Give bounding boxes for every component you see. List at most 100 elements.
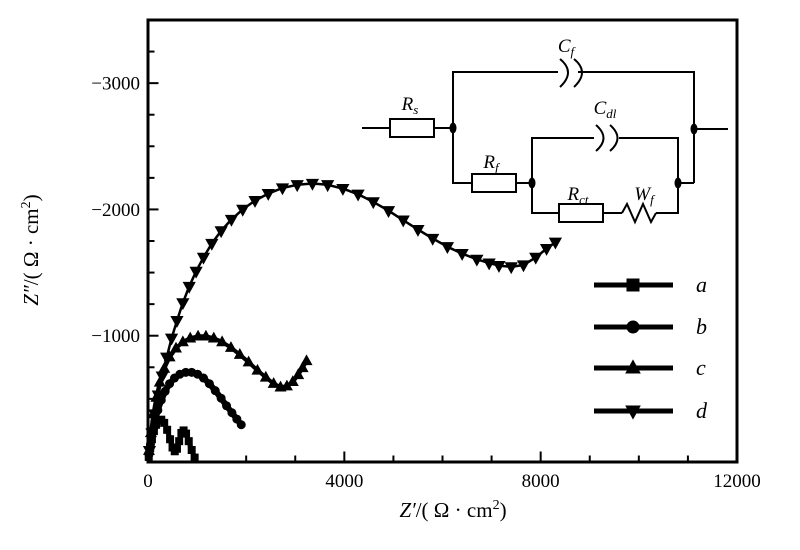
series-d-marker — [261, 189, 275, 201]
series-d-marker — [492, 261, 506, 273]
legend-label-c: c — [696, 355, 706, 380]
series-c-marker — [153, 375, 166, 387]
label-cdl-main: C — [594, 98, 607, 119]
capacitor-cdl-icon — [609, 124, 619, 152]
x-axis-label-units: /( Ω · cm — [416, 498, 493, 522]
y-tick-label: −1000 — [91, 326, 140, 347]
circuit-inner-top-wire-right — [619, 137, 679, 183]
series-d-marker — [160, 352, 174, 365]
series-c-marker — [292, 368, 305, 380]
series-d-marker — [321, 180, 335, 193]
equivalent-circuit-inset: Rs Cf Cdl Rf Rct Wf — [362, 36, 728, 225]
series-d-marker — [470, 254, 484, 267]
legend-item-b: b — [594, 314, 707, 339]
series-d-marker — [142, 446, 157, 458]
circuit-wire-node-to-rf — [452, 128, 472, 184]
legend-marker-triangle-down — [625, 405, 641, 420]
circuit-node-dot — [449, 122, 457, 134]
x-axis-label-symbol: Z′ — [399, 498, 416, 522]
series-b-marker — [227, 408, 237, 418]
series-d-marker — [440, 242, 455, 254]
series-d-marker — [351, 189, 365, 202]
label-rf-main: R — [482, 152, 495, 173]
series-d-marker — [366, 197, 380, 210]
series-c-marker — [207, 331, 220, 343]
label-wf-main: W — [634, 184, 652, 205]
series-group — [142, 178, 562, 462]
series-b-marker — [236, 420, 246, 430]
series-d-marker — [336, 183, 350, 196]
label-rf-sub: f — [495, 160, 501, 175]
series-c-marker — [233, 348, 246, 359]
legend-label-d: d — [696, 398, 708, 423]
label-rct-main: R — [567, 184, 580, 205]
label-rct: Rct — [567, 184, 589, 207]
circuit-node-dot — [690, 123, 698, 135]
capacitor-cf-icon — [559, 58, 569, 88]
series-b-marker — [222, 401, 232, 411]
series-d-marker — [189, 266, 203, 279]
resistor-rf-box — [471, 173, 517, 193]
legend-label-a: a — [696, 272, 707, 297]
series-c-marker — [296, 361, 309, 373]
axis-ticks: 0 4000 8000 12000 −1000 −2000 −3000 — [91, 50, 761, 492]
resistor-rs-box — [389, 118, 435, 138]
circuit-wire-warburg-to-node — [656, 183, 679, 214]
series-c-marker — [251, 363, 264, 375]
label-cdl-sub: dl — [606, 106, 617, 121]
label-rs-main: R — [401, 94, 414, 115]
y-axis-label-close: ) — [19, 194, 43, 201]
series-d-marker — [290, 180, 304, 193]
series-a-marker — [187, 446, 196, 455]
circuit-outer-top-wire-left — [452, 71, 558, 128]
series-d-marker — [196, 252, 211, 265]
label-cdl: Cdl — [594, 98, 617, 121]
y-axis-label: Z″/( Ω · cm2) — [19, 194, 43, 305]
legend-item-a: a — [594, 272, 707, 297]
series-d-marker — [516, 260, 531, 273]
series-a-marker — [190, 453, 199, 462]
x-tick-label: 8000 — [522, 471, 560, 492]
series-d-marker — [548, 237, 562, 250]
warburg-zigzag-icon — [621, 201, 657, 225]
series-b-marker — [198, 373, 208, 383]
series-d-marker — [455, 249, 469, 261]
series-c-marker — [192, 329, 205, 341]
legend-marker-triangle-up — [625, 359, 641, 374]
series-d-marker — [164, 333, 179, 346]
series-d-marker — [396, 215, 410, 228]
series-d-line — [148, 182, 557, 452]
series-d-marker — [529, 252, 543, 265]
label-wf-sub: f — [650, 192, 656, 207]
series-c-marker — [259, 370, 272, 382]
series-d — [142, 178, 562, 458]
series-b-marker — [210, 386, 220, 396]
series-d-marker — [381, 206, 396, 218]
series-d-marker — [426, 233, 440, 246]
capacitor-cdl-icon — [595, 124, 605, 152]
legend-marker-square — [626, 278, 640, 292]
series-a-marker — [160, 418, 169, 427]
series-d-marker — [482, 258, 496, 271]
y-axis-label-units: /( Ω · cm — [19, 208, 43, 285]
y-tick-label: −3000 — [91, 74, 140, 95]
series-d-marker — [275, 183, 290, 196]
series-d-marker — [145, 428, 159, 441]
circuit-node-dot — [528, 177, 536, 189]
label-cf: Cf — [558, 36, 577, 59]
series-d-marker — [236, 204, 250, 217]
series-c-marker — [300, 354, 313, 366]
circuit-inner-top-wire-left — [531, 137, 594, 183]
series-c-marker — [280, 379, 293, 391]
series-c-marker — [267, 377, 280, 388]
series-d-marker — [182, 281, 196, 294]
y-axis-label-superscript: 2 — [19, 201, 34, 208]
capacitor-cf-icon — [573, 58, 583, 88]
label-wf: Wf — [634, 184, 656, 207]
label-rs: Rs — [401, 94, 419, 117]
series-c-marker — [242, 355, 255, 367]
legend-item-d: d — [594, 398, 708, 423]
y-axis-label-symbol: Z″ — [19, 285, 43, 306]
